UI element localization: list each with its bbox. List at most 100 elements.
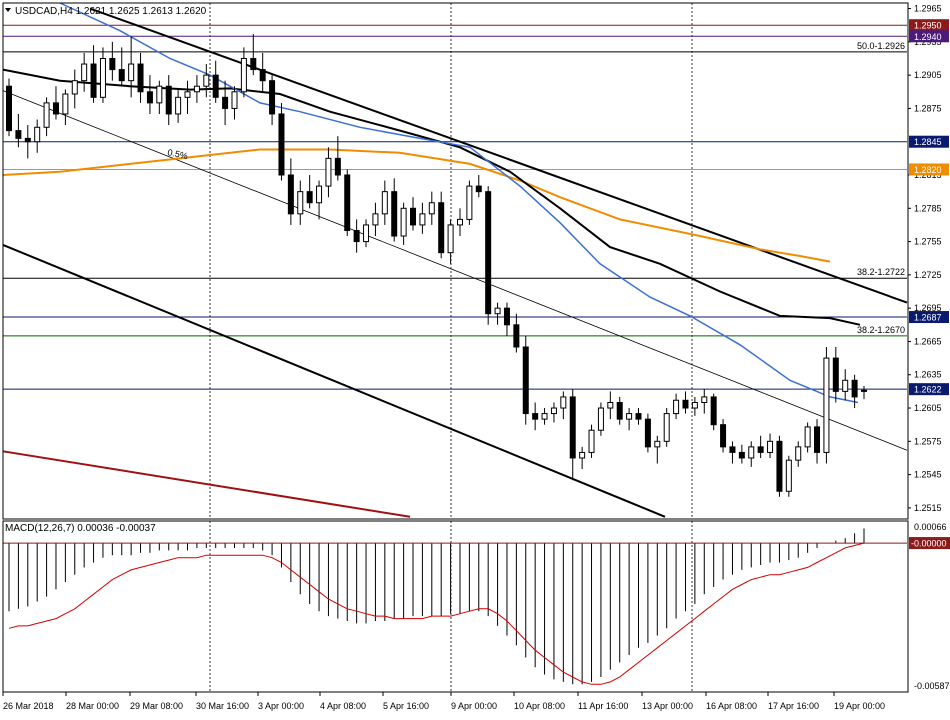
- macd-panel-frame: [2, 520, 909, 693]
- macd-tick-label: -0.00587: [914, 681, 950, 691]
- bear-candle: [738, 451, 745, 459]
- bear-candle: [757, 446, 764, 453]
- y-tick-label: 1.2785: [914, 203, 942, 213]
- x-tick-label: 17 Apr 16:00: [768, 701, 819, 711]
- bear-candle: [269, 80, 276, 115]
- x-tick-label: 29 Mar 08:00: [130, 701, 183, 711]
- y-tick-label: 1.2905: [914, 70, 942, 80]
- bear-candle: [682, 399, 689, 409]
- bull-candle: [579, 451, 586, 459]
- macd-signal-tag: [909, 537, 950, 550]
- bull-candle: [560, 396, 567, 409]
- bear-candle: [6, 85, 12, 132]
- bull-candle: [550, 407, 557, 415]
- panel-frames: [2, 2, 909, 693]
- bear-candle: [118, 69, 125, 82]
- bear-candle: [532, 413, 539, 420]
- bull-candle: [673, 399, 680, 415]
- bear-candle: [861, 389, 867, 392]
- bear-candle: [24, 137, 31, 143]
- bull-candle: [494, 307, 501, 315]
- bear-candle: [344, 174, 351, 231]
- macd-tick-label: 0.00066: [914, 522, 947, 532]
- bull-candle: [184, 91, 191, 98]
- bear-candle: [165, 85, 172, 115]
- bull-candle: [240, 57, 247, 93]
- ma-orange: [2, 148, 831, 263]
- y-tick-label: 1.2695: [914, 303, 942, 313]
- level-label: 38.2-1.2670: [857, 325, 905, 335]
- bear-candle: [391, 191, 398, 237]
- annotation-half-percent: 0.5%: [167, 147, 189, 161]
- bull-candle: [316, 185, 323, 204]
- bull-candle: [400, 207, 407, 237]
- bear-candle: [851, 379, 858, 398]
- bear-candle: [438, 202, 445, 254]
- y-tick-label: 1.2605: [914, 403, 942, 413]
- bull-candle: [175, 96, 182, 115]
- price-tag: [909, 19, 949, 32]
- bear-candle: [212, 74, 219, 98]
- price-tag: [909, 135, 949, 148]
- bull-candle: [156, 85, 163, 104]
- bull-candle: [128, 63, 135, 82]
- bear-candle: [814, 426, 821, 453]
- bull-candle: [381, 191, 388, 215]
- macd-label: MACD(12,26,7) 0.00036 -0.00037: [5, 523, 156, 534]
- x-tick-label: 3 Apr 00:00: [258, 701, 304, 711]
- upper-channel-line: [89, 7, 908, 304]
- lower-channel-line: [2, 243, 666, 518]
- price-tag: [909, 30, 949, 43]
- bear-candle: [52, 102, 59, 115]
- bear-candle: [287, 174, 294, 215]
- bull-candle: [748, 446, 755, 459]
- bull-candle: [607, 401, 614, 409]
- bear-candle: [15, 130, 22, 139]
- y-tick-label: 1.2635: [914, 370, 942, 380]
- y-tick-label: 1.2575: [914, 436, 942, 446]
- bear-candle: [710, 396, 717, 426]
- mid-channel-line: [2, 90, 908, 451]
- bear-candle: [306, 191, 313, 204]
- price-tag-label: 1.2687: [914, 313, 942, 323]
- bull-candle: [842, 379, 849, 392]
- horizontal-levels: 50.0-1.2926 38.2-1.2722 38.2-1.2670: [3, 24, 907, 390]
- bear-candle: [503, 307, 510, 326]
- bull-candle: [71, 80, 78, 95]
- bull-candle: [62, 93, 69, 115]
- y-tick-label: 1.2875: [914, 103, 942, 113]
- y-tick-label: 1.2545: [914, 470, 942, 480]
- bear-candle: [259, 69, 266, 82]
- bear-candle: [720, 424, 727, 448]
- level-label: 50.0-1.2926: [857, 41, 905, 51]
- bear-candle: [475, 185, 482, 193]
- price-tag-label: 1.2820: [914, 165, 942, 175]
- bull-candle: [81, 63, 88, 82]
- bull-candle: [654, 440, 661, 448]
- level-label: 38.2-1.2722: [857, 267, 905, 277]
- bull-candle: [231, 91, 238, 109]
- bull-candle: [795, 446, 802, 461]
- x-tick-label: 4 Apr 08:00: [320, 701, 366, 711]
- x-tick-label: 9 Apr 00:00: [451, 701, 497, 711]
- bear-candle: [729, 446, 736, 453]
- candles: [6, 34, 867, 497]
- bull-candle: [428, 202, 435, 215]
- triangle-down-icon[interactable]: [5, 8, 11, 12]
- chart-header: USDCAD,H4 1.2621 1.2625 1.2613 1.2620: [5, 6, 207, 17]
- y-tick-label: 1.2725: [914, 270, 942, 280]
- macd-signal-line: [8, 542, 865, 685]
- price-tag: [909, 311, 949, 324]
- bull-candle: [691, 401, 698, 409]
- bear-candle: [353, 229, 360, 243]
- bull-candle: [541, 413, 548, 420]
- time-axis: 26 Mar 2018 28 Mar 00:00 29 Mar 08:00 30 Ma…: [2, 692, 885, 711]
- bull-candle: [597, 407, 604, 431]
- x-tick-label: 19 Apr 00:00: [834, 701, 885, 711]
- x-tick-label: 26 Mar 2018: [3, 701, 54, 711]
- bear-candle: [616, 401, 623, 420]
- x-tick-label: 28 Mar 00:00: [66, 701, 119, 711]
- bull-candle: [701, 396, 708, 403]
